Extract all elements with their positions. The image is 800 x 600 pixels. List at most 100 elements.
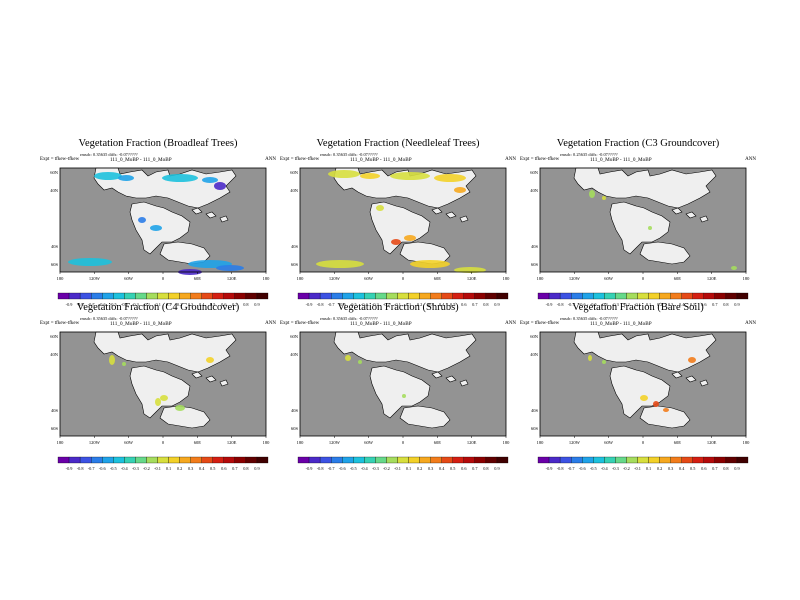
vegetation-patch (410, 260, 450, 268)
colorbar-swatch (648, 456, 660, 464)
colorbar-swatch (496, 456, 509, 464)
colorbar-swatch (79, 456, 92, 464)
colorbar-swatch (57, 456, 70, 464)
colorbar-swatch (212, 292, 224, 300)
panel-stats: rmsdc: 0.35635 diffs: -0.07????? (560, 316, 618, 321)
colorbar-label: -0.3 (132, 302, 139, 307)
colorbar-swatch (408, 292, 420, 300)
longitude-label: 60W (604, 276, 614, 281)
colorbar-swatch (157, 292, 169, 300)
latitude-label: 40S (51, 244, 59, 249)
colorbar-swatch (234, 456, 247, 464)
colorbar-label: 0.3 (188, 466, 193, 471)
colorbar-label: -0.3 (372, 302, 379, 307)
colorbar-swatch (626, 456, 638, 464)
longitude-label: 120W (569, 440, 581, 445)
colorbar-label: 0.6 (701, 302, 707, 307)
latitude-label: 40N (290, 188, 299, 193)
longitude-label: 60E (194, 276, 202, 281)
colorbar-label: -0.7 (88, 466, 96, 471)
colorbar: -0.9 -0.8 -0.7 -0.6 -0.5 -0.4 -0.3 -0.2 -0.1 0.1 0… (57, 456, 269, 471)
longitude-label: 180 (743, 440, 751, 445)
colorbar-swatch (245, 456, 258, 464)
land-group (573, 331, 717, 429)
vegetation-patch (588, 355, 592, 361)
colorbar-swatch (452, 456, 464, 464)
colorbar-swatch (375, 456, 387, 464)
colorbar-label: 0.7 (232, 466, 238, 471)
colorbar-label: 0.1 (406, 302, 411, 307)
longitude-label: 180 (57, 440, 65, 445)
colorbar-label: 0.5 (690, 302, 695, 307)
landmass-6 (699, 215, 709, 223)
colorbar-label: -0.8 (557, 302, 564, 307)
longitude-label: 120W (89, 440, 101, 445)
colorbar-swatch (397, 292, 409, 300)
colorbar-swatch (113, 292, 125, 300)
colorbar-label: 0.6 (461, 466, 467, 471)
colorbar-label: -0.9 (66, 302, 73, 307)
colorbar-label: 0.2 (177, 466, 182, 471)
latitude-label: 40N (530, 188, 539, 193)
panel-experiment: Expt = tfkew-tfkew (520, 321, 560, 326)
vegetation-patch (731, 266, 737, 270)
colorbar-swatch (430, 292, 442, 300)
colorbar-swatch (68, 292, 81, 300)
latitude-label: 60N (50, 334, 59, 339)
colorbar-label: -0.7 (328, 302, 336, 307)
colorbar-swatch (201, 456, 213, 464)
panel-stats: rmsdc: 0.35635 diffs: -0.07????? (80, 316, 138, 321)
longitude-label: 60W (364, 440, 374, 445)
colorbar-swatch (463, 456, 475, 464)
colorbar-swatch (331, 456, 343, 464)
vegetation-patch (155, 398, 161, 406)
longitude-label: 0 (162, 440, 165, 445)
latitude-label: 40S (531, 244, 539, 249)
landmass-4 (671, 207, 683, 215)
longitude-label: 120W (89, 276, 101, 281)
colorbar-swatch (571, 292, 583, 300)
colorbar-label: -0.5 (590, 466, 597, 471)
panel-title: Vegetation Fraction (Shrubs) (337, 302, 459, 313)
latitude-label: 60N (530, 334, 539, 339)
colorbar-label: -0.9 (546, 466, 553, 471)
colorbar-swatch (714, 292, 727, 300)
vegetation-patch (138, 217, 146, 223)
colorbar-swatch (319, 456, 332, 464)
colorbar-label: 0.1 (166, 466, 171, 471)
colorbar-swatch (364, 292, 376, 300)
colorbar-label: 0.7 (472, 302, 478, 307)
colorbar-label: 0.6 (461, 302, 467, 307)
panel-season: ANN (505, 157, 516, 162)
panel-difference-label: 111_0_MoBP - 111_0_MoBP (590, 321, 652, 327)
panel-season: ANN (265, 157, 276, 162)
map-panel-1: Vegetation Fraction (Broadleaf Trees) rm… (40, 138, 276, 310)
world-map: 60N 40N 40S 60S 180 120W 60W 0 60E 120E 180 (50, 331, 270, 445)
latitude-label: 40S (51, 408, 59, 413)
colorbar-swatch (537, 292, 550, 300)
colorbar-swatch (135, 292, 147, 300)
longitude-label: 60E (674, 440, 682, 445)
colorbar-swatch (725, 456, 738, 464)
colorbar-label: -0.5 (590, 302, 597, 307)
colorbar-label: 0.6 (701, 466, 707, 471)
colorbar-swatch (179, 456, 191, 464)
colorbar-swatch (681, 456, 693, 464)
colorbar-swatch (386, 292, 398, 300)
colorbar-swatch (68, 456, 81, 464)
colorbar-swatch (256, 456, 269, 464)
colorbar-label: -0.6 (339, 466, 347, 471)
colorbar: -0.9 -0.8 -0.7 -0.6 -0.5 -0.4 -0.3 -0.2 -0.1 0.1 0… (537, 292, 749, 307)
latitude-label: 60S (531, 262, 539, 267)
colorbar-swatch (430, 456, 442, 464)
vegetation-patch (454, 267, 486, 273)
colorbar-label: -0.5 (350, 302, 357, 307)
colorbar-swatch (736, 292, 749, 300)
colorbar-label: -0.6 (99, 466, 107, 471)
colorbar-label: -0.2 (143, 466, 150, 471)
colorbar-swatch (319, 292, 332, 300)
colorbar-label: -0.7 (568, 302, 576, 307)
colorbar-swatch (648, 292, 660, 300)
latitude-label: 60S (291, 426, 299, 431)
colorbar-label: 0.3 (428, 466, 433, 471)
